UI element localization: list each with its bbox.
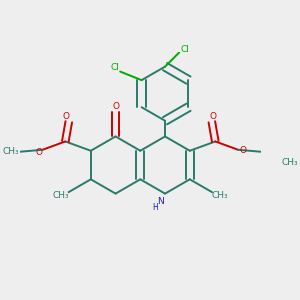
Text: Cl: Cl [110,63,119,72]
Text: O: O [112,102,119,111]
Text: O: O [209,112,216,121]
Text: Cl: Cl [180,45,189,54]
Text: CH₃: CH₃ [282,158,298,167]
Text: O: O [62,112,69,121]
Text: CH₃: CH₃ [53,191,69,200]
Text: CH₃: CH₃ [2,147,19,156]
Text: N: N [157,196,164,206]
Text: CH₃: CH₃ [211,191,228,200]
Text: O: O [240,146,247,155]
Text: O: O [36,148,43,157]
Text: H: H [152,203,158,212]
